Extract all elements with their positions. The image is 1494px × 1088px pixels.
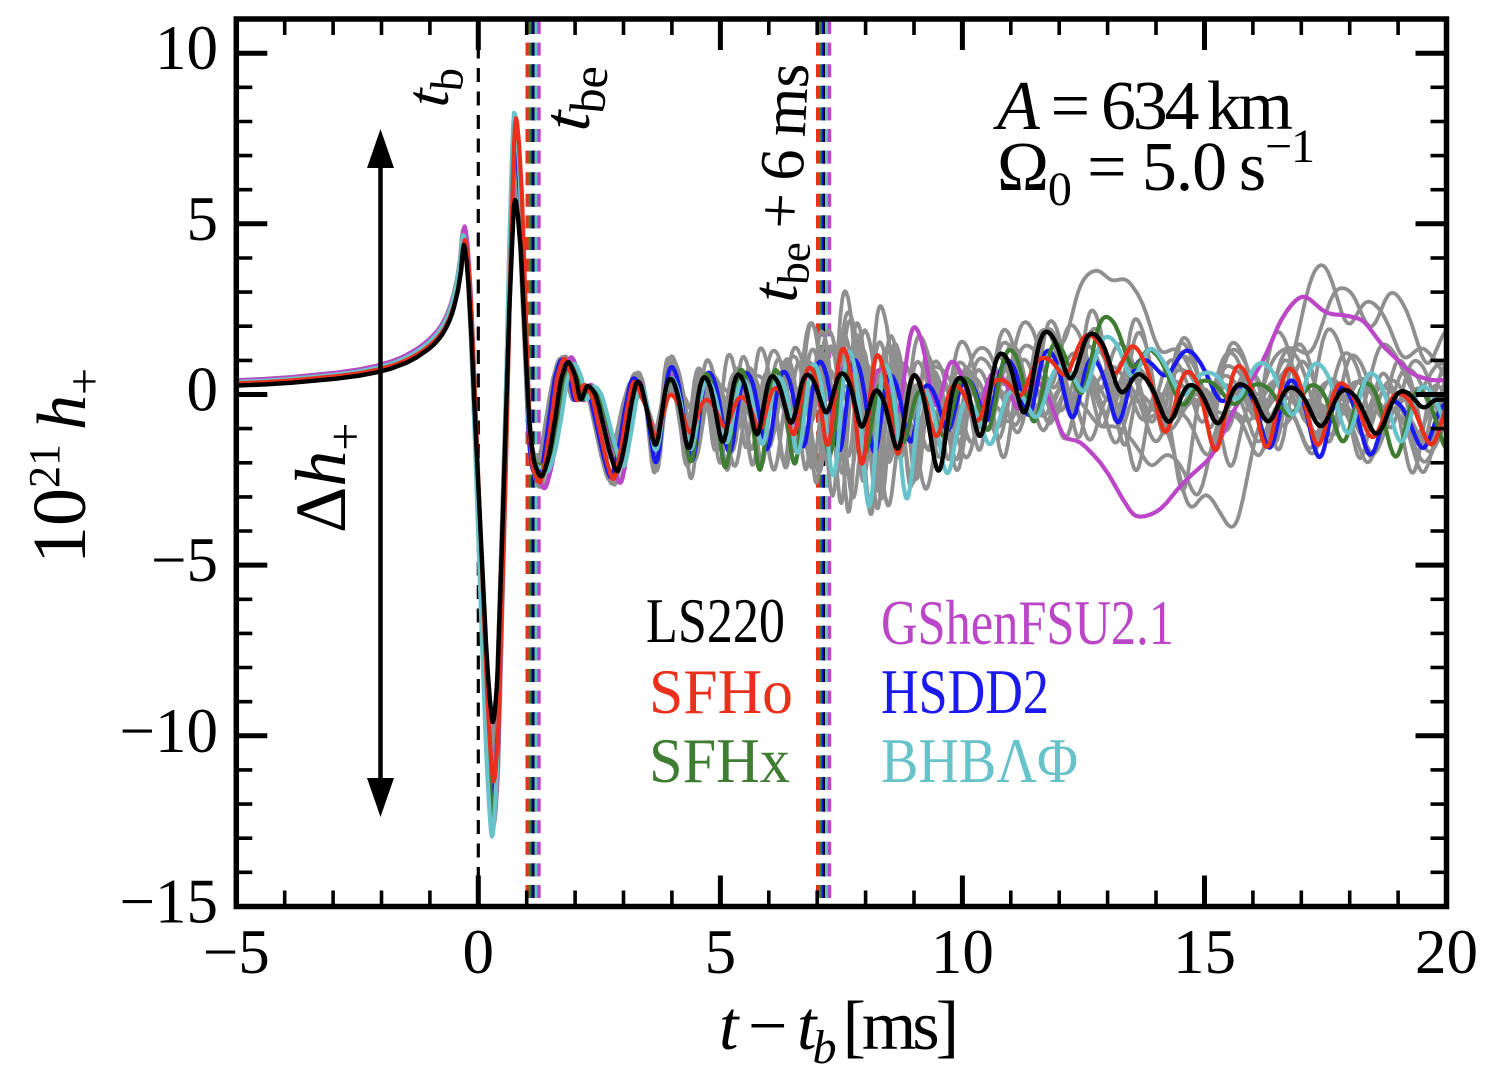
svg-text:−5: −5 xyxy=(203,917,270,987)
svg-text:tb: tb xyxy=(393,63,473,110)
svg-text:10: 10 xyxy=(931,917,994,987)
svg-text:BHBΛΦ: BHBΛΦ xyxy=(881,726,1078,796)
svg-text:tbe: tbe xyxy=(527,61,618,134)
svg-text:15: 15 xyxy=(1173,917,1236,987)
svg-text:5: 5 xyxy=(187,184,219,254)
svg-text:A = 634 km: A = 634 km xyxy=(993,68,1293,145)
svg-text:SFHo: SFHo xyxy=(649,657,793,727)
svg-text:tbe + 6 ms: tbe + 6 ms xyxy=(738,61,829,304)
svg-text:20: 20 xyxy=(1415,917,1478,987)
svg-text:HSDD2: HSDD2 xyxy=(881,657,1049,727)
svg-text:−10: −10 xyxy=(119,696,218,766)
svg-text:0: 0 xyxy=(463,917,495,987)
svg-text:t − tb [ms]: t − tb [ms] xyxy=(719,988,959,1074)
svg-text:5: 5 xyxy=(705,917,737,987)
svg-text:Ω0 = 5.0 s−1: Ω0 = 5.0 s−1 xyxy=(997,120,1315,216)
svg-text:10: 10 xyxy=(155,13,218,83)
svg-text:−15: −15 xyxy=(119,867,218,937)
svg-text:GShenFSU2.1: GShenFSU2.1 xyxy=(881,588,1174,658)
svg-text:SFHx: SFHx xyxy=(649,726,790,796)
svg-text:−5: −5 xyxy=(151,525,218,595)
svg-text:0: 0 xyxy=(187,355,219,425)
svg-text:LS220: LS220 xyxy=(646,586,785,656)
